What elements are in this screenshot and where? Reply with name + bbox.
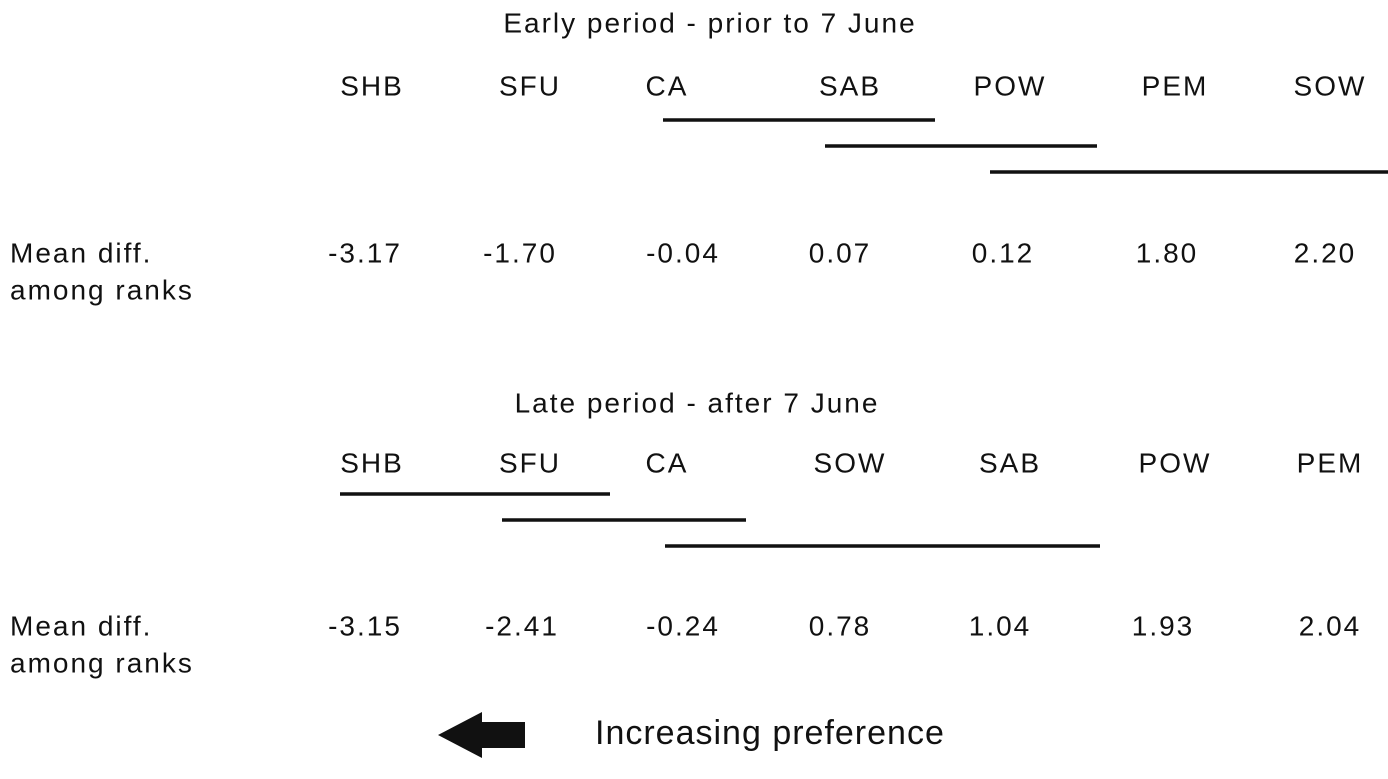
mean-diff-value: -0.24 <box>646 610 720 641</box>
mean-diff-value: 2.04 <box>1299 610 1362 641</box>
species-label: SFU <box>499 447 561 478</box>
species-label: POW <box>974 70 1047 101</box>
species-label: SOW <box>814 447 887 478</box>
mean-diff-value: 0.78 <box>809 610 872 641</box>
mean-diff-value: -3.17 <box>328 237 402 268</box>
mean-diff-value: -1.70 <box>483 237 557 268</box>
species-label: SAB <box>819 70 881 101</box>
panel-title: Early period - prior to 7 June <box>503 7 916 38</box>
mean-diff-value: 1.04 <box>969 610 1032 641</box>
species-label: SOW <box>1294 70 1367 101</box>
mean-diff-value: 2.20 <box>1294 237 1357 268</box>
mean-diff-value: -0.04 <box>646 237 720 268</box>
arrow <box>438 712 525 758</box>
panel-title: Late period - after 7 June <box>515 387 880 418</box>
mean-diff-value: 1.93 <box>1132 610 1195 641</box>
legend-text: Increasing preference <box>595 714 945 752</box>
mean-diff-value: 0.07 <box>809 237 872 268</box>
species-label: PEM <box>1297 447 1364 478</box>
species-label: CA <box>646 70 689 101</box>
mean-diff-value: -3.15 <box>328 610 402 641</box>
species-label: POW <box>1139 447 1212 478</box>
grouping-lines <box>340 118 1388 548</box>
row-label: among ranks <box>10 274 194 305</box>
mean-diff-value: -2.41 <box>485 610 559 641</box>
mean-diff-value: 0.12 <box>972 237 1035 268</box>
species-label: SFU <box>499 70 561 101</box>
row-label: among ranks <box>10 647 194 678</box>
mean-diff-value: 1.80 <box>1136 237 1199 268</box>
species-label: CA <box>646 447 689 478</box>
species-label: SHB <box>340 447 404 478</box>
species-label: SAB <box>979 447 1041 478</box>
row-label: Mean diff. <box>10 237 152 268</box>
species-label: PEM <box>1142 70 1209 101</box>
species-label: SHB <box>340 70 404 101</box>
row-label: Mean diff. <box>10 610 152 641</box>
